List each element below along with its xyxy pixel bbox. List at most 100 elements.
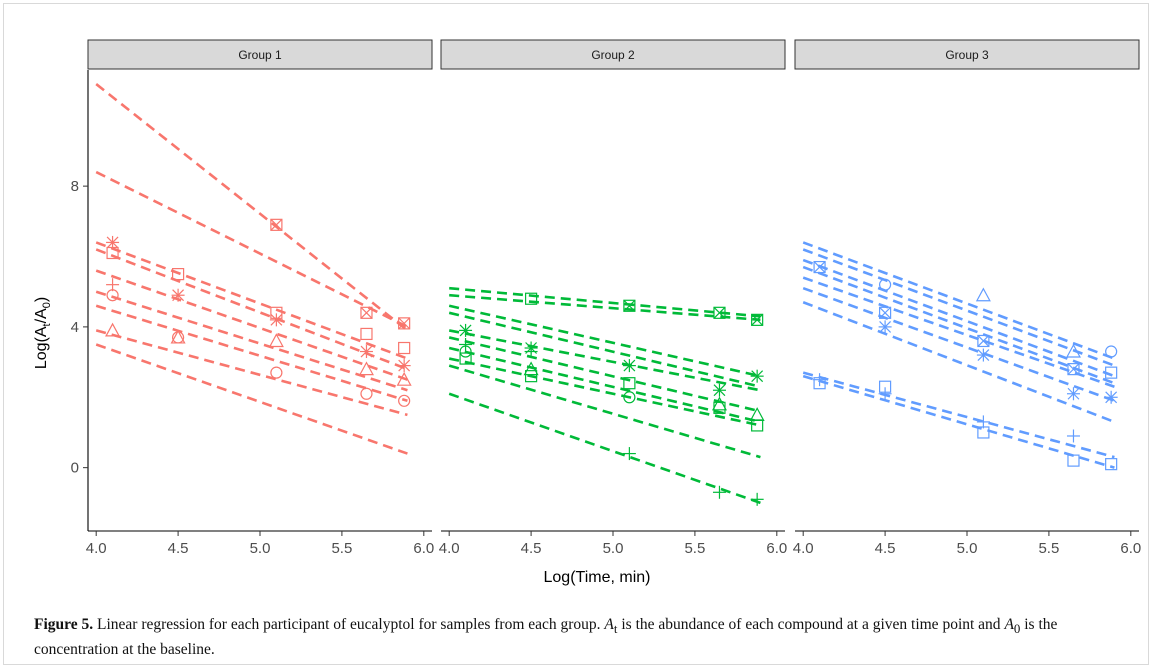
data-point-squarex (623, 299, 636, 312)
figure-frame (3, 3, 1149, 665)
data-point-circle (106, 289, 119, 302)
regression-line (448, 346, 761, 424)
data-point-asterisk (750, 369, 764, 383)
data-point-squarex (1067, 363, 1080, 376)
data-point-square (713, 401, 726, 414)
facet-panel-1: Group 1 4.0 4.5 5.0 5.5 6.0 (86, 39, 434, 557)
data-point-square (623, 377, 636, 390)
x-tick-label: 4.0 (793, 540, 814, 557)
chart-panels: Group 1 4.0 4.5 5.0 5.5 6.0 Group 2 4.0 4.5 5.0 5.… (71, 39, 1141, 557)
facet-panel-3: Group 3 4.0 4.5 5.0 5.5 6.0 (793, 39, 1141, 557)
y-title-part-1: Log(A (33, 326, 50, 369)
regression-line (802, 248, 1115, 367)
regression-line (448, 364, 761, 459)
caption-sub-0: 0 (1013, 621, 1021, 637)
facet-panel-2: Group 2 4.0 4.5 5.0 5.5 6.0 (439, 39, 787, 557)
data-point-squarex (977, 334, 990, 348)
data-point-squarex (751, 313, 764, 326)
x-tick-label: 5.0 (957, 540, 978, 557)
data-point-circle (1105, 345, 1118, 358)
data-point-plus (106, 278, 120, 292)
regression-line (95, 248, 408, 371)
data-point-circle (878, 278, 892, 291)
data-point-square (360, 327, 373, 341)
data-point-square (171, 268, 185, 281)
data-point-square (398, 341, 411, 355)
data-point-squarex (270, 218, 283, 231)
x-tick-label: 4.5 (168, 540, 189, 557)
facet-strip (87, 39, 433, 70)
data-point-triangle (170, 329, 186, 344)
regression-line (802, 301, 1115, 424)
data-point-asterisk (269, 313, 283, 327)
data-point-circle (623, 391, 636, 404)
regression-line (95, 343, 408, 455)
facet-strip-label: Group 3 (945, 48, 989, 62)
regression-line (95, 290, 408, 392)
regression-line (448, 329, 761, 392)
x-tick-label: 5.0 (603, 540, 624, 557)
facet-strip-label: Group 1 (238, 48, 282, 62)
x-tick-label: 5.5 (684, 540, 705, 557)
data-point-plus (878, 387, 892, 401)
caption-a-zero: A (1004, 616, 1014, 633)
data-point-squarex (713, 306, 726, 319)
data-point-squarex (813, 260, 826, 274)
facet-strip-label: Group 2 (591, 48, 635, 62)
data-point-plus (524, 345, 538, 359)
regression-line (448, 311, 761, 388)
data-point-triangle (975, 287, 991, 302)
regression-line (448, 304, 761, 378)
data-point-asterisk (459, 323, 473, 337)
caption-label: Figure 5. (34, 616, 94, 633)
regression-line (802, 276, 1115, 388)
x-tick-label: 5.5 (331, 540, 352, 557)
data-point-triangle (358, 361, 374, 376)
data-point-plus (813, 373, 827, 387)
data-point-plus (459, 337, 473, 351)
y-tick-label: 0 (71, 460, 79, 477)
data-point-square (1105, 366, 1118, 379)
regression-line (95, 170, 409, 329)
y-tick-label: 4 (71, 319, 79, 336)
x-tick-label: 5.0 (250, 540, 271, 557)
data-point-asterisk (976, 348, 990, 362)
data-point-square (977, 426, 990, 439)
y-axis-title: Log(At/A0) (33, 297, 53, 369)
data-point-asterisk (1066, 387, 1080, 401)
regression-line (802, 258, 1115, 378)
figure-caption: Figure 5. Linear regression for each par… (34, 614, 1134, 660)
data-point-asterisk (359, 345, 373, 359)
data-point-plus (622, 447, 636, 461)
data-point-circle (398, 394, 411, 407)
x-tick-label: 6.0 (1120, 540, 1141, 557)
regression-line (448, 357, 761, 427)
data-point-plus (712, 485, 726, 499)
x-tick-label: 6.0 (413, 540, 434, 557)
data-point-square (1105, 458, 1118, 471)
data-point-triangle (268, 333, 284, 348)
y-tick-label: 8 (71, 178, 79, 195)
regression-line (802, 286, 1115, 403)
data-point-plus (1066, 429, 1080, 443)
data-point-squarex (398, 317, 411, 330)
data-point-triangle (523, 361, 539, 376)
data-point-triangle (396, 371, 412, 386)
y-axis: 0 4 8 (71, 70, 89, 531)
data-point-asterisk (622, 359, 636, 373)
caption-a: A (604, 616, 614, 633)
facet-strip (440, 39, 786, 70)
y-title-part-3: ) (33, 297, 50, 302)
x-tick-label: 5.5 (1038, 540, 1059, 557)
y-title-sub-2: 0 (41, 302, 53, 308)
data-point-square (524, 370, 538, 383)
data-point-asterisk (171, 288, 185, 302)
regression-line (449, 286, 761, 318)
data-point-plus (976, 415, 990, 429)
data-point-triangle (711, 396, 727, 411)
regression-line (802, 371, 1115, 459)
data-point-asterisk (712, 383, 726, 397)
data-point-square (106, 246, 119, 260)
caption-text-3: is the concentration at the baseline. (34, 616, 1058, 659)
data-point-asterisk (1104, 390, 1118, 404)
